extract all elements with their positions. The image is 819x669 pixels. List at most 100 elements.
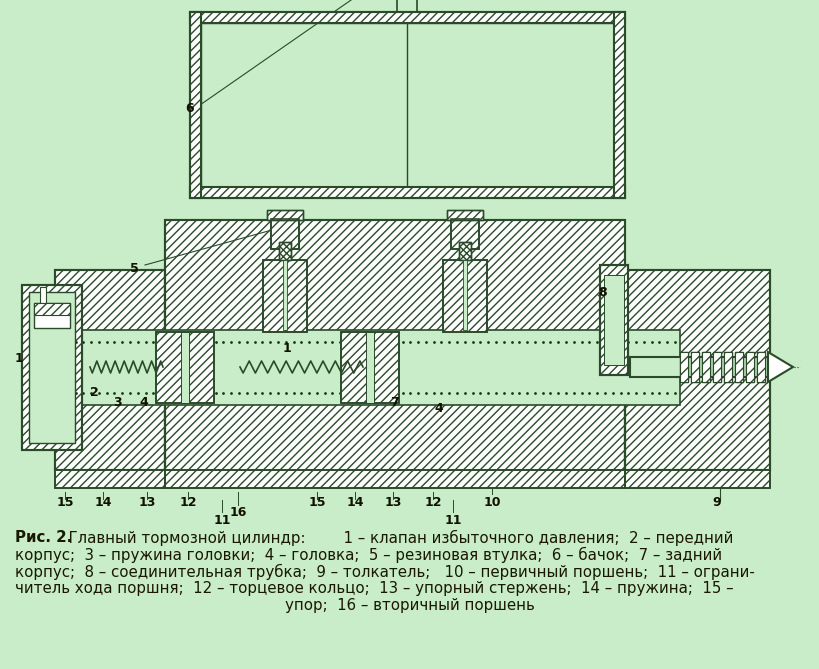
Text: 8: 8: [597, 286, 606, 298]
Bar: [459, 242, 470, 260]
Bar: [734, 352, 742, 382]
Bar: [629, 357, 774, 377]
Text: 16: 16: [229, 506, 247, 520]
Bar: [365, 332, 373, 403]
Bar: [723, 352, 731, 382]
Bar: [40, 287, 46, 303]
Bar: [442, 260, 486, 332]
Bar: [263, 260, 306, 332]
Text: 4: 4: [139, 397, 147, 409]
Bar: [713, 352, 720, 382]
Bar: [341, 332, 399, 403]
Text: 14: 14: [94, 496, 111, 508]
Text: 14: 14: [346, 496, 364, 508]
Text: 13: 13: [138, 496, 156, 508]
Text: 2: 2: [90, 387, 98, 399]
Bar: [450, 219, 478, 249]
Bar: [190, 12, 624, 23]
Bar: [270, 219, 299, 249]
Bar: [624, 470, 769, 488]
Text: корпус;  8 – соединительная трубка;  9 – толкатель;   10 – первичный поршень;  1: корпус; 8 – соединительная трубка; 9 – т…: [15, 564, 754, 580]
Bar: [165, 470, 624, 488]
Bar: [270, 219, 299, 249]
Text: корпус;  3 – пружина головки;  4 – головка;  5 – резиновая втулка;  6 – бачок;  : корпус; 3 – пружина головки; 4 – головка…: [15, 547, 722, 563]
Bar: [34, 303, 70, 328]
Bar: [341, 332, 399, 403]
Bar: [267, 210, 303, 220]
Bar: [267, 210, 303, 220]
Bar: [690, 352, 698, 382]
Text: 12: 12: [423, 496, 441, 508]
Bar: [679, 352, 687, 382]
Bar: [34, 303, 70, 315]
Text: упор;  16 – вторичный поршень: упор; 16 – вторичный поршень: [285, 598, 534, 613]
Bar: [690, 352, 698, 382]
Text: 4: 4: [433, 401, 442, 415]
Bar: [55, 470, 165, 488]
Bar: [624, 270, 769, 470]
Bar: [450, 219, 478, 249]
Bar: [442, 260, 486, 332]
Bar: [156, 332, 214, 403]
Bar: [701, 352, 709, 382]
Bar: [604, 275, 623, 365]
Bar: [446, 210, 482, 220]
Text: Главный тормозной цилиндр:        1 – клапан избыточного давления;  2 – передний: Главный тормозной цилиндр: 1 – клапан из…: [59, 530, 732, 546]
Bar: [283, 260, 287, 330]
Bar: [679, 352, 687, 382]
Text: 3: 3: [113, 397, 121, 409]
Bar: [463, 260, 467, 330]
Bar: [29, 292, 75, 443]
Bar: [446, 210, 482, 220]
Bar: [701, 352, 709, 382]
Bar: [201, 23, 613, 187]
Text: 15: 15: [308, 496, 325, 508]
Text: 6: 6: [185, 102, 193, 114]
Bar: [156, 332, 214, 403]
Bar: [55, 270, 165, 470]
Bar: [165, 470, 624, 488]
Text: 7: 7: [390, 397, 398, 409]
Bar: [55, 470, 165, 488]
Text: Рис. 2.: Рис. 2.: [15, 530, 72, 545]
Bar: [263, 260, 306, 332]
Bar: [396, 0, 417, 12]
Bar: [459, 242, 470, 260]
Text: 15: 15: [57, 496, 74, 508]
Bar: [55, 330, 679, 405]
Bar: [22, 285, 82, 450]
Text: 11: 11: [213, 514, 230, 527]
Bar: [55, 270, 165, 470]
Text: 9: 9: [711, 496, 720, 510]
Bar: [713, 352, 720, 382]
Bar: [278, 242, 291, 260]
Bar: [734, 352, 742, 382]
Bar: [600, 265, 627, 375]
Bar: [181, 332, 188, 403]
Bar: [190, 12, 624, 198]
Text: 12: 12: [179, 496, 197, 508]
Bar: [22, 285, 82, 450]
Bar: [756, 352, 764, 382]
Text: 5: 5: [130, 262, 138, 274]
Bar: [613, 12, 624, 198]
Bar: [190, 12, 201, 198]
Bar: [278, 242, 291, 260]
Bar: [165, 220, 624, 480]
Polygon shape: [767, 352, 792, 382]
Text: 11: 11: [444, 514, 461, 527]
Bar: [723, 352, 731, 382]
Text: 10: 10: [482, 496, 500, 508]
Bar: [190, 187, 624, 198]
Text: читель хода поршня;  12 – торцевое кольцо;  13 – упорный стержень;  14 – пружина: читель хода поршня; 12 – торцевое кольцо…: [15, 581, 733, 596]
Bar: [165, 220, 624, 480]
Bar: [624, 270, 769, 470]
Bar: [745, 352, 753, 382]
Text: 1: 1: [15, 351, 24, 365]
Text: 1: 1: [283, 341, 292, 355]
Bar: [624, 470, 769, 488]
Text: 13: 13: [384, 496, 401, 508]
Bar: [756, 352, 764, 382]
Bar: [600, 265, 627, 375]
Bar: [745, 352, 753, 382]
